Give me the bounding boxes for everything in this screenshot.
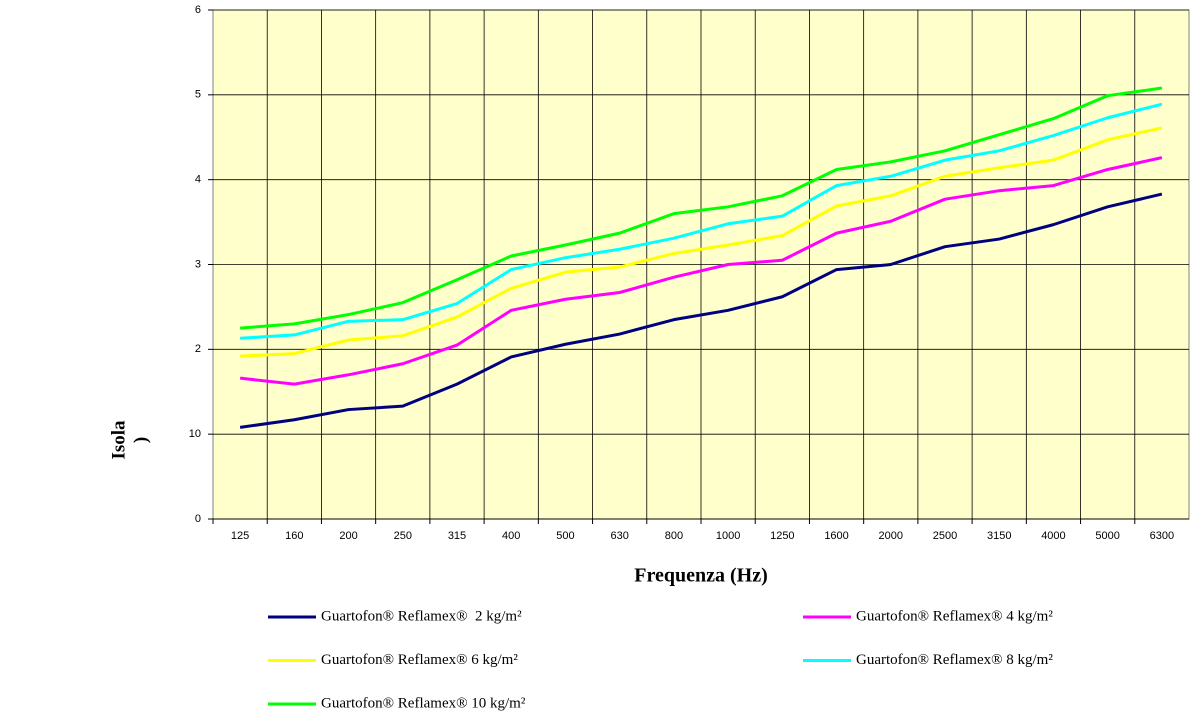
- y-axis-label: Isola: [108, 420, 129, 460]
- y-tick-label: 6: [195, 4, 201, 16]
- legend-label: Guartofon® Reflamex® 10 kg/m²: [321, 695, 526, 711]
- x-tick-label: 1000: [716, 530, 740, 542]
- x-tick-label: 500: [556, 530, 574, 542]
- y-tick-label: 0: [195, 513, 201, 525]
- x-tick-label: 2000: [879, 530, 903, 542]
- x-tick-label: 400: [502, 530, 520, 542]
- x-tick-label: 5000: [1095, 530, 1119, 542]
- series-line: [240, 126, 1163, 358]
- x-tick-label: 200: [339, 530, 357, 542]
- x-axis-label: Frequenza (Hz): [634, 565, 768, 587]
- x-tick-label: 315: [448, 530, 466, 542]
- y-tick-label: 5: [195, 89, 201, 101]
- x-tick-label: 2500: [933, 530, 957, 542]
- x-tick-label: 160: [285, 530, 303, 542]
- y-axis-label: ): [130, 437, 151, 443]
- x-tick-label: 6300: [1150, 530, 1174, 542]
- y-tick-label: 4: [195, 174, 201, 186]
- x-tick-label: 3150: [987, 530, 1011, 542]
- legend-label: Guartofon® Reflamex® 4 kg/m²: [856, 608, 1053, 624]
- y-tick-label: 2: [195, 343, 201, 355]
- legend-label: Guartofon® Reflamex® 8 kg/m²: [856, 652, 1053, 668]
- series-line: [239, 86, 1163, 330]
- y-tick-label: 10: [189, 428, 201, 440]
- x-tick-label: 1600: [824, 530, 848, 542]
- x-tick-label: 630: [610, 530, 628, 542]
- x-tick-label: 250: [394, 530, 412, 542]
- x-tick-label: 1250: [770, 530, 794, 542]
- series-line: [239, 192, 1163, 429]
- series-line: [239, 156, 1163, 386]
- x-tick-label: 800: [665, 530, 683, 542]
- series-line: [240, 102, 1163, 340]
- legend-label: Guartofon® Reflamex® 2 kg/m²: [321, 608, 522, 624]
- legend-label: Guartofon® Reflamex® 6 kg/m²: [321, 652, 518, 668]
- y-tick-label: 3: [195, 258, 201, 270]
- x-tick-label: 125: [231, 530, 249, 542]
- x-tick-label: 4000: [1041, 530, 1065, 542]
